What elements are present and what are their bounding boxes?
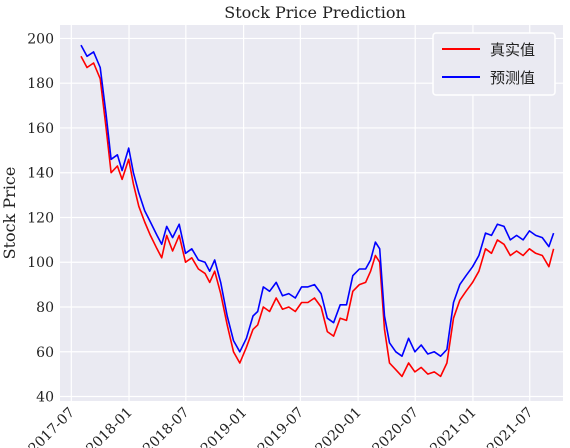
x-tick-label: 2018-07: [140, 405, 192, 448]
grid: [60, 25, 563, 401]
y-tick-label: 200: [27, 31, 54, 47]
chart-title: Stock Price Prediction: [224, 3, 406, 22]
y-tick-label: 140: [27, 166, 54, 182]
legend-label-predicted: 预测值: [490, 69, 535, 87]
y-axis-label: Stock Price: [0, 167, 19, 260]
x-axis: 2017-07 2018-01 2018-07 2019-01 2019-07 2020-…: [26, 405, 537, 448]
x-tick-label: 2020-07: [370, 405, 422, 448]
x-tick-label: 2019-07: [255, 405, 307, 448]
series-layer: [80, 44, 555, 378]
y-tick-label: 180: [27, 76, 54, 92]
x-tick-label: 2020-01: [312, 405, 364, 448]
x-tick-label: 2017-07: [26, 405, 78, 448]
series-line-predicted: [80, 44, 555, 358]
y-tick-label: 60: [36, 345, 54, 361]
y-axis: 40 60 80 100 120 140 160 180 200: [27, 31, 54, 405]
legend-label-actual: 真实值: [490, 41, 535, 59]
y-tick-label: 100: [27, 255, 54, 271]
series-line-actual: [80, 55, 555, 378]
legend: 真实值 预测值: [432, 32, 556, 96]
x-tick-label: 2019-01: [198, 405, 250, 448]
x-tick-label: 2021-01: [427, 405, 479, 448]
y-tick-label: 40: [36, 390, 54, 406]
y-tick-label: 120: [27, 210, 54, 226]
x-tick-label: 2021-07: [484, 405, 536, 448]
x-tick-label: 2018-01: [83, 405, 135, 448]
y-tick-label: 80: [36, 300, 54, 316]
y-tick-label: 160: [27, 121, 54, 137]
